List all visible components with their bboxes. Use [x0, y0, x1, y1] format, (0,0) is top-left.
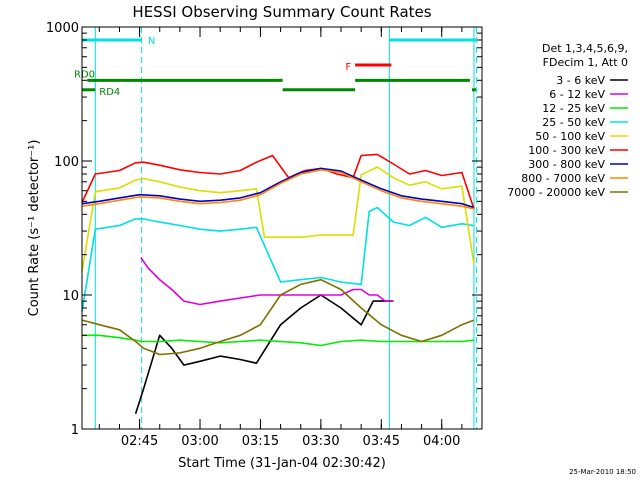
- series-300-800-kev: [81, 167, 475, 209]
- legend-label-7000-20000-kev: 7000 - 20000 keV: [507, 186, 605, 199]
- x-tick-label-02-45: 02:45: [121, 434, 158, 449]
- series-3-6-kev: [134, 294, 394, 414]
- status-label-rd0: RD0: [74, 69, 95, 80]
- x-axis-label: Start Time (31-Jan-04 02:30:42): [178, 456, 386, 471]
- series-12-25-kev: [82, 334, 474, 347]
- x-tick-label-04-00: 04:00: [423, 434, 460, 449]
- legend-label-25-50-kev: 25 - 50 keV: [542, 116, 605, 129]
- axes: 1 10 100 1000 02:45 03:00 03:15 03:30 03:45 04:00: [46, 21, 483, 449]
- status-label-f: F: [345, 62, 351, 73]
- legend-label-12-25-kev: 12 - 25 keV: [542, 102, 605, 115]
- legend-label-300-800-kev: 300 - 800 keV: [528, 158, 605, 171]
- x-tick-label-03-00: 03:00: [181, 434, 218, 449]
- legend-label-3-6-kev: 3 - 6 keV: [556, 74, 605, 87]
- y-tick-label-100: 100: [54, 155, 79, 170]
- status-label-rd4: RD4: [99, 87, 120, 98]
- plot-frame: [81, 26, 483, 430]
- plot-content: N F RD0 RD4: [74, 27, 478, 429]
- legend-label-6-12-kev: 6 - 12 keV: [549, 88, 605, 101]
- legend-label-100-300-kev: 100 - 300 keV: [528, 144, 605, 157]
- x-tick-label-03-15: 03:15: [242, 434, 279, 449]
- chart-title: HESSI Observing Summary Count Rates: [132, 3, 431, 21]
- status-label-n: N: [148, 36, 155, 47]
- legend-title-line-2: FDecim 1, Att 0: [543, 56, 628, 69]
- series-800-7000-kev: [81, 169, 475, 210]
- legend: Det 1,3,4,5,6,9, FDecim 1, Att 0 3 - 6 k…: [507, 42, 628, 199]
- y-tick-label-1000: 1000: [46, 21, 79, 36]
- legend-label-800-7000-kev: 800 - 7000 keV: [521, 172, 605, 185]
- y-tick-label-10: 10: [62, 289, 79, 304]
- legend-label-50-100-kev: 50 - 100 keV: [535, 130, 605, 143]
- series-25-50-kev: [81, 206, 475, 312]
- x-tick-label-03-45: 03:45: [363, 434, 400, 449]
- x-tick-label-03-30: 03:30: [302, 434, 339, 449]
- generation-timestamp: 25-Mar-2010 18:50: [569, 468, 636, 476]
- legend-title-line-1: Det 1,3,4,5,6,9,: [542, 42, 628, 55]
- y-tick-label-1: 1: [71, 423, 79, 438]
- y-axis-label: Count Rate (s⁻¹ detector⁻¹): [27, 140, 42, 317]
- series-50-100-kev: [81, 166, 475, 272]
- series-7000-20000-kev: [81, 278, 475, 356]
- series-6-12-kev: [140, 257, 394, 306]
